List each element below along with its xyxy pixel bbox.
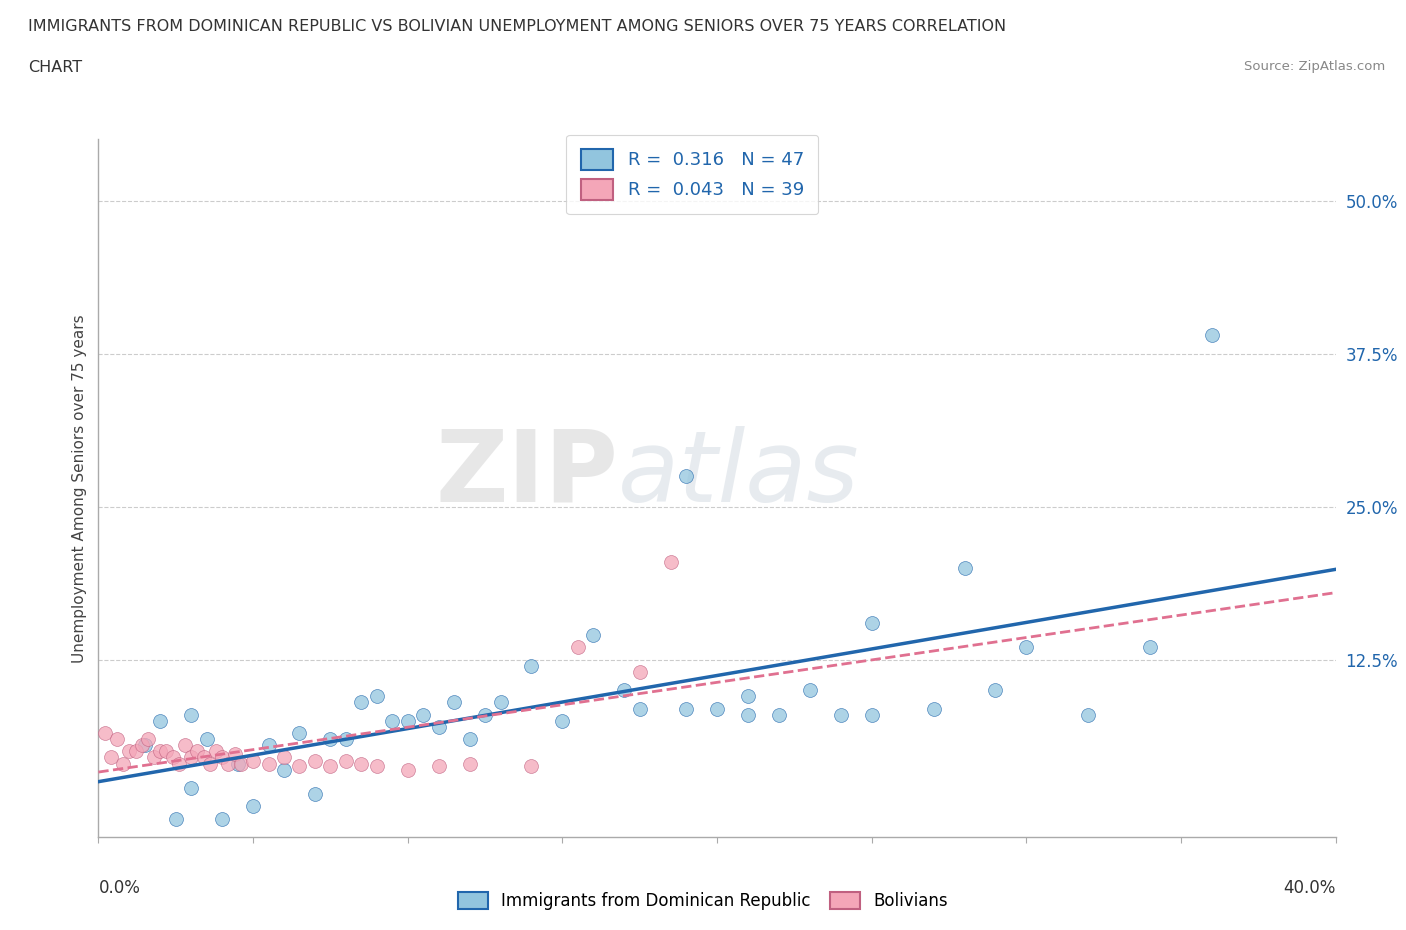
Point — [659, 554, 682, 569]
Point — [799, 683, 821, 698]
Point — [443, 695, 465, 710]
Point — [335, 732, 357, 747]
Text: 40.0%: 40.0% — [1284, 879, 1336, 897]
Point — [582, 628, 605, 643]
Point — [396, 713, 419, 728]
Point — [273, 763, 295, 777]
Point — [149, 713, 172, 728]
Point — [242, 799, 264, 814]
Point — [412, 707, 434, 722]
Point — [1015, 640, 1038, 655]
Point — [180, 750, 202, 764]
Point — [396, 763, 419, 777]
Point — [180, 780, 202, 795]
Point — [288, 759, 311, 774]
Text: CHART: CHART — [28, 60, 82, 75]
Point — [953, 561, 976, 576]
Point — [1201, 328, 1223, 343]
Point — [134, 737, 156, 752]
Point — [830, 707, 852, 722]
Point — [984, 683, 1007, 698]
Point — [93, 725, 115, 740]
Point — [628, 664, 651, 679]
Point — [136, 732, 159, 747]
Point — [211, 811, 233, 826]
Point — [112, 756, 135, 771]
Point — [131, 737, 153, 752]
Legend: R =  0.316   N = 47, R =  0.043   N = 39: R = 0.316 N = 47, R = 0.043 N = 39 — [567, 135, 818, 214]
Point — [105, 732, 128, 747]
Point — [198, 756, 221, 771]
Text: atlas: atlas — [619, 426, 859, 523]
Point — [350, 756, 373, 771]
Point — [768, 707, 790, 722]
Legend: Immigrants from Dominican Republic, Bolivians: Immigrants from Dominican Republic, Boli… — [451, 885, 955, 917]
Text: Source: ZipAtlas.com: Source: ZipAtlas.com — [1244, 60, 1385, 73]
Point — [860, 707, 883, 722]
Point — [427, 720, 450, 735]
Point — [613, 683, 636, 698]
Point — [149, 744, 172, 759]
Point — [304, 787, 326, 802]
Point — [520, 759, 543, 774]
Point — [143, 750, 166, 764]
Point — [186, 744, 208, 759]
Point — [319, 759, 342, 774]
Point — [273, 750, 295, 764]
Point — [118, 744, 141, 759]
Point — [193, 750, 215, 764]
Point — [628, 701, 651, 716]
Point — [165, 811, 187, 826]
Point — [489, 695, 512, 710]
Point — [520, 658, 543, 673]
Point — [155, 744, 177, 759]
Point — [737, 689, 759, 704]
Point — [257, 737, 280, 752]
Point — [167, 756, 190, 771]
Point — [567, 640, 589, 655]
Point — [124, 744, 146, 759]
Point — [100, 750, 122, 764]
Point — [1139, 640, 1161, 655]
Point — [458, 756, 481, 771]
Text: ZIP: ZIP — [436, 426, 619, 523]
Point — [242, 753, 264, 768]
Point — [366, 689, 388, 704]
Point — [319, 732, 342, 747]
Point — [675, 701, 697, 716]
Point — [211, 750, 233, 764]
Point — [180, 707, 202, 722]
Point — [737, 707, 759, 722]
Y-axis label: Unemployment Among Seniors over 75 years: Unemployment Among Seniors over 75 years — [72, 314, 87, 662]
Point — [335, 753, 357, 768]
Point — [217, 756, 239, 771]
Point — [1077, 707, 1099, 722]
Point — [366, 759, 388, 774]
Point — [706, 701, 728, 716]
Point — [860, 616, 883, 631]
Point — [474, 707, 496, 722]
Point — [288, 725, 311, 740]
Point — [427, 759, 450, 774]
Point — [229, 756, 252, 771]
Point — [257, 756, 280, 771]
Point — [224, 747, 246, 762]
Point — [226, 756, 249, 771]
Point — [304, 753, 326, 768]
Point — [381, 713, 404, 728]
Point — [922, 701, 945, 716]
Point — [162, 750, 184, 764]
Point — [675, 469, 697, 484]
Text: 0.0%: 0.0% — [98, 879, 141, 897]
Text: IMMIGRANTS FROM DOMINICAN REPUBLIC VS BOLIVIAN UNEMPLOYMENT AMONG SENIORS OVER 7: IMMIGRANTS FROM DOMINICAN REPUBLIC VS BO… — [28, 19, 1007, 33]
Point — [350, 695, 373, 710]
Point — [195, 732, 218, 747]
Point — [551, 713, 574, 728]
Point — [174, 737, 197, 752]
Point — [458, 732, 481, 747]
Point — [205, 744, 228, 759]
